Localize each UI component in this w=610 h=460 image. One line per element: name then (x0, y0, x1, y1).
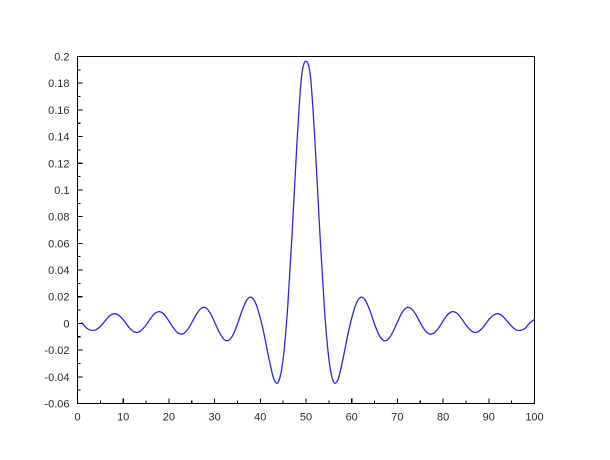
y-tick-label: 0.18 (48, 78, 69, 90)
y-axis-ticks: -0.06 -0.04 -0.02 0 0.02 0.04 0.06 0.08 0.1 0.12 0… (44, 52, 83, 411)
x-tick-label: 100 (525, 412, 543, 424)
x-tick-label: 40 (254, 412, 266, 424)
x-tick-label: 20 (163, 412, 175, 424)
y-tick-label: 0.1 (54, 185, 69, 197)
y-tick-label: 0 (63, 318, 69, 330)
x-tick-label: 50 (300, 412, 312, 424)
x-tick-label: 30 (208, 412, 220, 424)
y-tick-label: -0.06 (44, 399, 69, 411)
x-tick-label: 60 (346, 412, 358, 424)
y-tick-label: -0.04 (44, 372, 69, 384)
x-tick-label: 80 (437, 412, 449, 424)
y-tick-label: 0.2 (54, 52, 69, 64)
x-tick-label: 90 (483, 412, 495, 424)
data-series-group (81, 60, 536, 384)
y-tick-label: 0.16 (48, 105, 69, 117)
y-tick-label: 0.14 (48, 132, 69, 144)
axis-frame-path (76, 55, 536, 405)
axis-frame (76, 55, 536, 405)
x-tick-label: 0 (74, 412, 80, 424)
data-series-line (81, 60, 536, 384)
y-tick-label: 0.12 (48, 158, 69, 170)
y-tick-label: 0.08 (48, 212, 69, 224)
y-tick-label: -0.02 (44, 345, 69, 357)
y-tick-label: 0.02 (48, 292, 69, 304)
y-tick-label: 0.04 (48, 265, 69, 277)
x-tick-label: 70 (391, 412, 403, 424)
x-tick-label: 10 (117, 412, 129, 424)
y-tick-label: 0.06 (48, 238, 69, 250)
